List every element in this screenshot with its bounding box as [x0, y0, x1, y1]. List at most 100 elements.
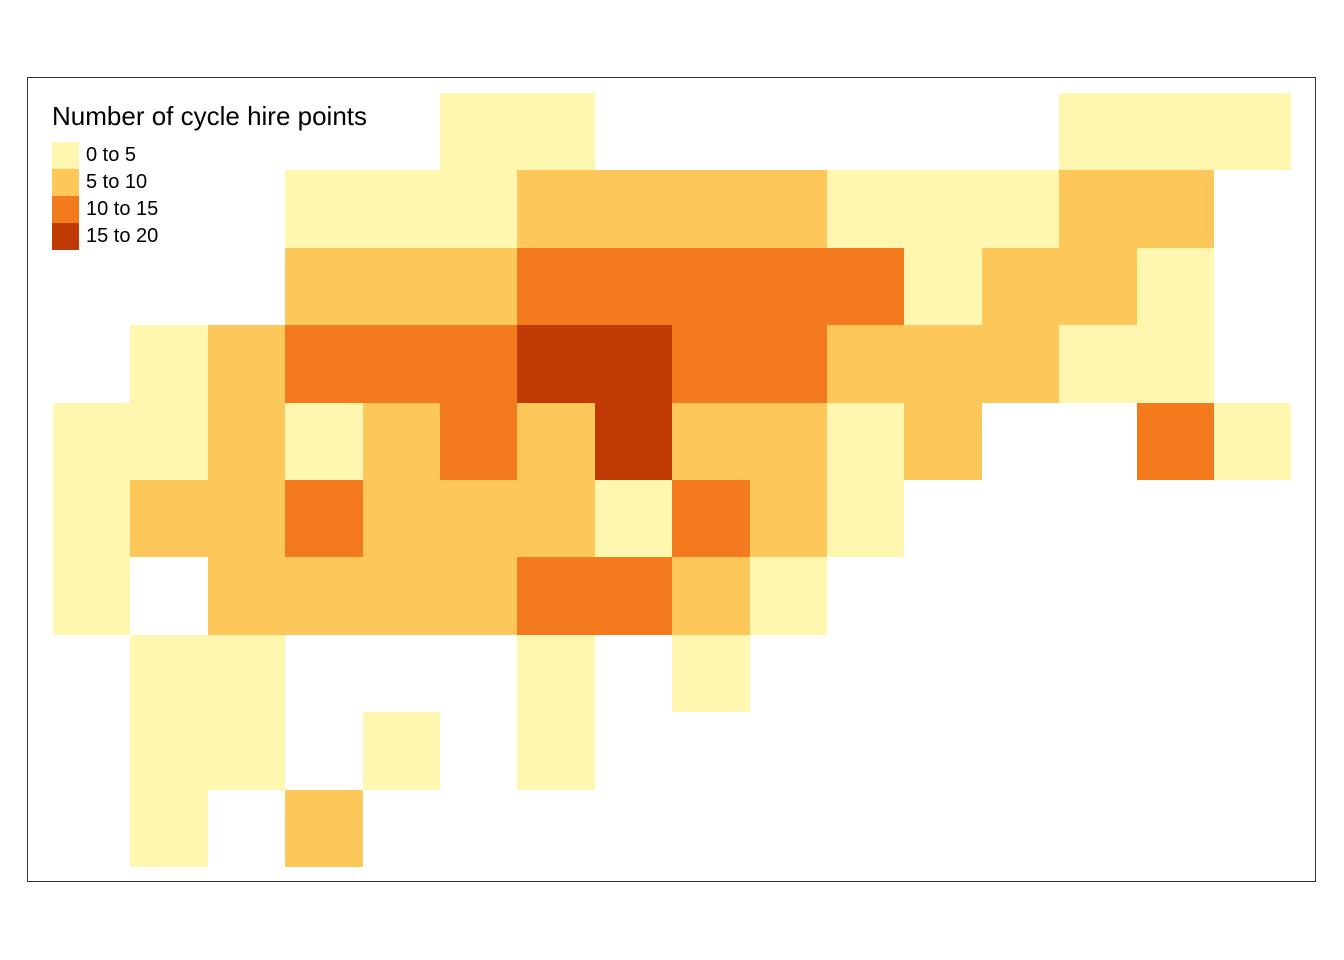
legend-swatch: [52, 223, 79, 250]
grid-cell: [517, 93, 595, 170]
grid-cell: [208, 403, 285, 480]
grid-cell: [440, 248, 517, 325]
grid-cell: [285, 325, 363, 403]
legend-label: 15 to 20: [86, 225, 159, 247]
grid-cell: [595, 403, 672, 480]
grid-cell: [53, 403, 130, 480]
grid-cell: [285, 480, 363, 557]
grid-cell: [1059, 325, 1137, 403]
grid-cell: [595, 170, 672, 248]
grid-cell: [672, 635, 750, 712]
grid-cell: [827, 403, 904, 480]
grid-cell: [750, 325, 827, 403]
grid-cell: [363, 248, 440, 325]
grid-cell: [517, 712, 595, 790]
grid-cell: [130, 790, 208, 867]
grid-cell: [1137, 403, 1214, 480]
grid-cell: [208, 325, 285, 403]
grid-cell: [53, 480, 130, 557]
grid-cell: [363, 325, 440, 403]
grid-cell: [1137, 170, 1214, 248]
grid-cell: [208, 635, 285, 712]
grid-cell: [285, 790, 363, 867]
grid-cell: [517, 635, 595, 712]
grid-cell: [440, 403, 517, 480]
grid-cell: [440, 170, 517, 248]
grid-cell: [672, 403, 750, 480]
grid-cell: [904, 325, 982, 403]
grid-cell: [827, 325, 904, 403]
legend-label: 5 to 10: [86, 171, 148, 193]
grid-cell: [130, 325, 208, 403]
legend-item-15-to-20: 15 to 20: [52, 223, 367, 250]
grid-cell: [285, 557, 363, 635]
legend-swatch: [52, 169, 79, 196]
grid-cell: [130, 403, 208, 480]
grid-cell: [517, 248, 595, 325]
grid-cell: [1059, 248, 1137, 325]
grid-cell: [517, 480, 595, 557]
grid-cell: [285, 170, 363, 248]
grid-cell: [750, 557, 827, 635]
grid-cell: [595, 325, 672, 403]
grid-cell: [53, 557, 130, 635]
grid-cell: [1059, 170, 1137, 248]
grid-cell: [1137, 93, 1214, 170]
grid-cell: [363, 403, 440, 480]
grid-cell: [208, 557, 285, 635]
legend: Number of cycle hire points 0 to 5 5 to …: [52, 100, 367, 250]
grid-cell: [672, 325, 750, 403]
grid-cell: [672, 170, 750, 248]
grid-cell: [130, 480, 208, 557]
grid-cell: [750, 170, 827, 248]
grid-cell: [130, 635, 208, 712]
legend-item-0-to-5: 0 to 5: [52, 142, 367, 169]
grid-cell: [517, 170, 595, 248]
legend-swatch: [52, 142, 79, 169]
grid-cell: [1137, 325, 1214, 403]
grid-cell: [517, 403, 595, 480]
grid-cell: [595, 557, 672, 635]
legend-item-10-to-15: 10 to 15: [52, 196, 367, 223]
legend-item-5-to-10: 5 to 10: [52, 169, 367, 196]
grid-cell: [982, 248, 1059, 325]
grid-cell: [982, 170, 1059, 248]
grid-cell: [595, 248, 672, 325]
grid-cell: [208, 480, 285, 557]
grid-cell: [827, 248, 904, 325]
legend-title: Number of cycle hire points: [52, 101, 368, 131]
grid-cell: [1214, 403, 1291, 480]
grid-cell: [904, 403, 982, 480]
grid-cell: [517, 325, 595, 403]
grid-cell: [982, 325, 1059, 403]
grid-cell: [363, 712, 440, 790]
grid-cell: [363, 170, 440, 248]
grid-cell: [750, 403, 827, 480]
legend-label: 10 to 15: [86, 198, 159, 220]
grid-cell: [827, 170, 904, 248]
grid-cell: [363, 557, 440, 635]
grid-cell: [440, 480, 517, 557]
grid-cell: [130, 712, 208, 790]
grid-cell: [440, 325, 517, 403]
grid-cell: [595, 480, 672, 557]
grid-cell: [440, 557, 517, 635]
grid-cell: [1059, 93, 1137, 170]
legend-swatch: [52, 196, 79, 223]
grid-cell: [285, 403, 363, 480]
grid-cell: [363, 480, 440, 557]
grid-cell: [672, 557, 750, 635]
grid-cell: [750, 248, 827, 325]
grid-cell: [904, 170, 982, 248]
legend-label: 0 to 5: [86, 144, 137, 166]
grid-cell: [1214, 93, 1291, 170]
grid-cell: [672, 480, 750, 557]
grid-cell: [750, 480, 827, 557]
grid-cell: [208, 712, 285, 790]
grid-cell: [285, 248, 363, 325]
grid-cell: [827, 480, 904, 557]
grid-cell: [440, 93, 517, 170]
grid-cell: [672, 248, 750, 325]
grid-cell: [1137, 248, 1214, 325]
